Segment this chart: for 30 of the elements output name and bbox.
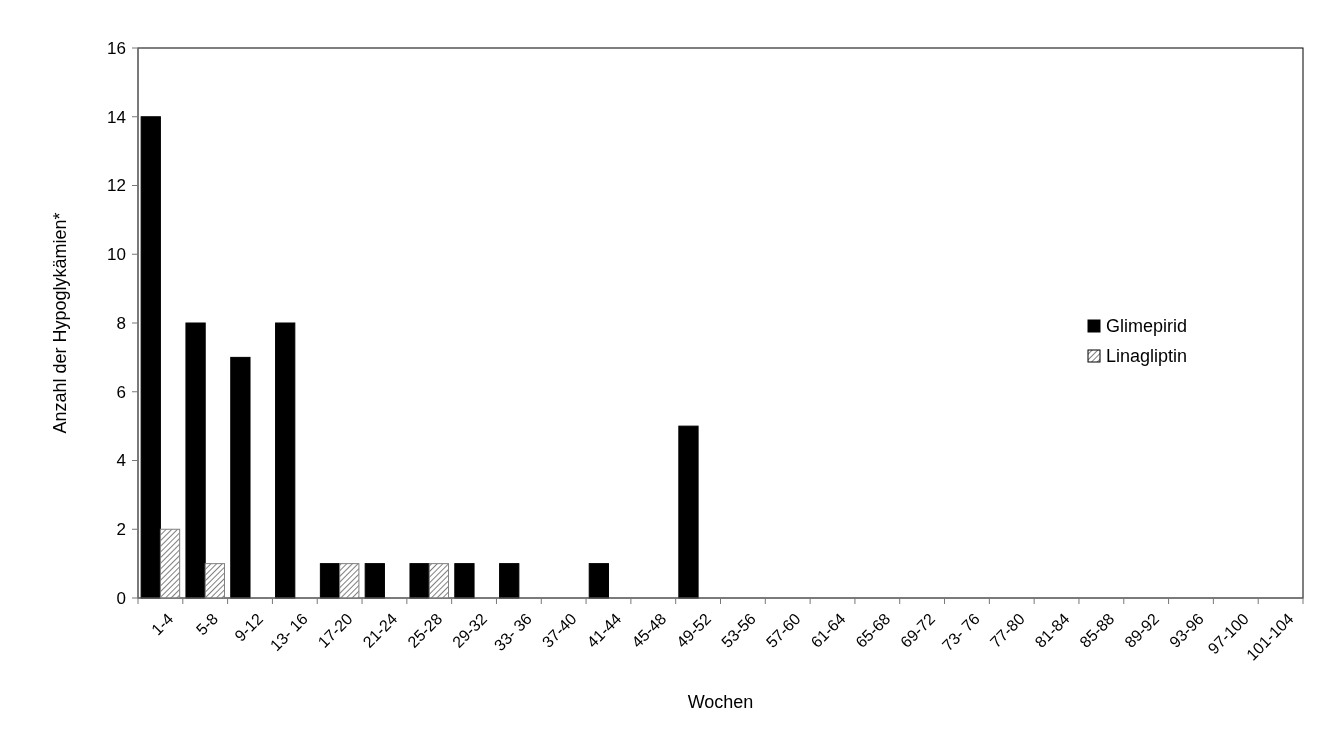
x-tick-label: 5-8 — [192, 609, 222, 639]
y-tick-label: 8 — [116, 313, 126, 333]
y-tick-label: 6 — [116, 382, 126, 402]
x-tick-label: 9-12 — [231, 609, 267, 645]
y-tick-label: 10 — [107, 245, 126, 265]
bar — [185, 322, 206, 599]
x-tick-label: 73- 76 — [938, 609, 984, 655]
bar — [499, 563, 520, 599]
x-tick-label: 1-4 — [148, 609, 177, 639]
x-axis-title: Wochen — [687, 692, 754, 712]
bar — [140, 116, 161, 599]
bar — [275, 322, 296, 599]
y-axis-title: Anzahl der Hypoglykämien* — [50, 212, 70, 434]
y-tick-label: 4 — [116, 451, 126, 471]
y-tick-label: 16 — [107, 38, 126, 58]
x-tick-label: 33- 36 — [490, 609, 535, 655]
bar — [230, 356, 251, 599]
legend-label: Glimepirid — [1106, 316, 1188, 337]
x-tick-label: 13- 16 — [266, 609, 311, 655]
bar — [678, 425, 699, 599]
y-tick-label: 12 — [107, 176, 126, 196]
bar — [364, 563, 385, 599]
y-tick-label: 2 — [116, 520, 126, 540]
y-tick-label: 14 — [107, 107, 126, 127]
bar — [588, 563, 609, 599]
bar — [409, 563, 430, 599]
legend-label: Linagliptin — [1106, 346, 1188, 367]
bar — [454, 563, 475, 599]
y-tick-label: 0 — [116, 588, 126, 608]
bar — [319, 563, 341, 599]
